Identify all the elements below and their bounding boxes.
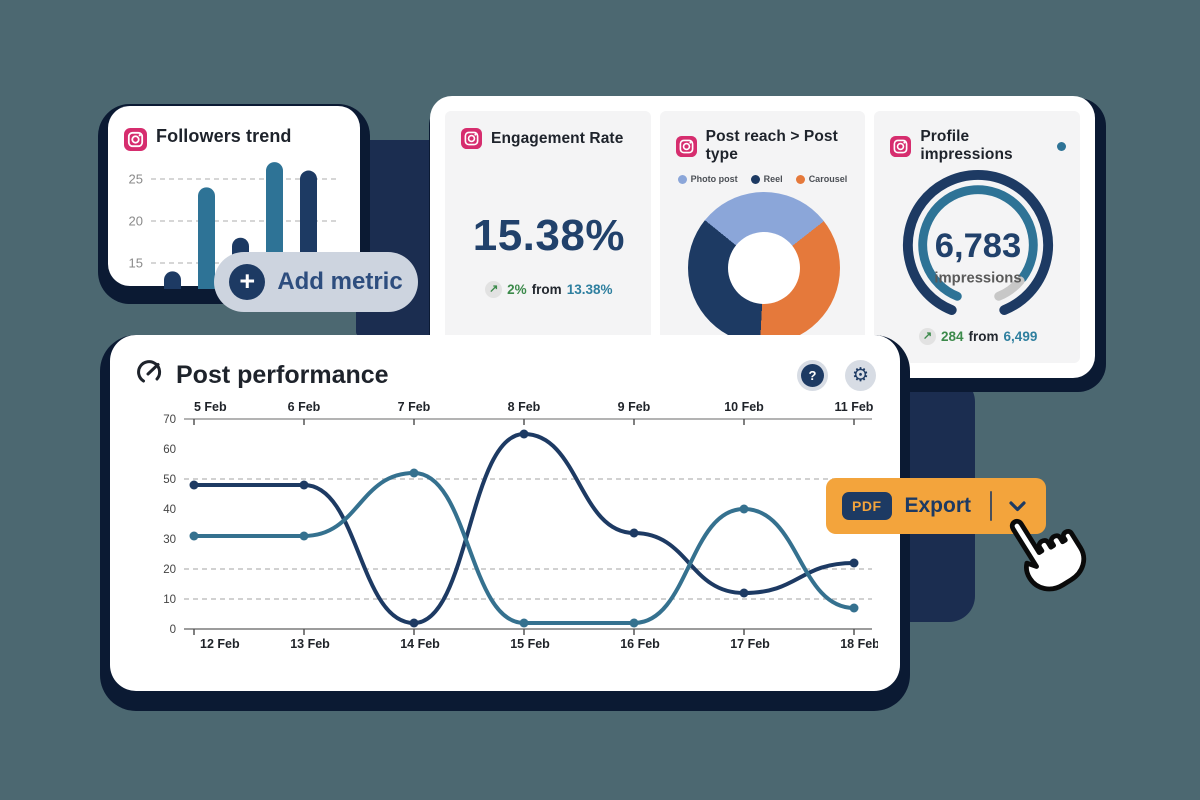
svg-text:30: 30 (163, 534, 176, 546)
teal-legend-dot (1057, 141, 1067, 151)
trend-up-icon: ↗ (485, 281, 503, 298)
plus-icon: + (229, 264, 266, 300)
svg-text:50: 50 (163, 474, 176, 486)
donut-hole (727, 232, 800, 304)
instagram-icon (124, 122, 147, 151)
svg-text:8 Feb: 8 Feb (508, 400, 541, 414)
metrics-panel: Engagement Rate 15.38% ↗ 2% from 13.38% … (430, 96, 1095, 378)
followers-trend-title: Followers trend (156, 126, 292, 146)
reel-legend-label: Reel (763, 174, 783, 184)
svg-text:7 Feb: 7 Feb (398, 400, 431, 414)
svg-text:5 Feb: 5 Feb (194, 400, 227, 414)
impressions-delta: 284 (941, 329, 964, 344)
photo-post-legend-dot (677, 174, 687, 184)
carousel-legend-dot (795, 174, 805, 184)
svg-text:70: 70 (163, 414, 176, 426)
svg-text:60: 60 (163, 444, 176, 456)
svg-text:6 Feb: 6 Feb (288, 400, 321, 414)
export-button[interactable]: PDF Export (826, 478, 1046, 534)
svg-text:13 Feb: 13 Feb (290, 637, 330, 651)
divider (990, 491, 992, 521)
svg-text:15 Feb: 15 Feb (510, 637, 550, 651)
impressions-gauge-chart: 6,783 impressions (903, 169, 1054, 315)
post-reach-card: Post reach > Post type Photo post Reel C… (659, 111, 866, 363)
add-metric-label: Add metric (277, 268, 403, 295)
add-metric-button[interactable]: + Add metric (214, 252, 418, 312)
svg-text:14 Feb: 14 Feb (400, 637, 440, 651)
svg-text:6,783: 6,783 (935, 227, 1021, 265)
post-performance-card: Post performance ? ⚙ 5 Feb 6 Feb 7 Feb 8 Fe… (110, 335, 900, 691)
svg-text:20: 20 (163, 564, 176, 576)
profile-impressions-title: Profile impressions (920, 128, 1013, 163)
svg-text:17 Feb: 17 Feb (730, 637, 770, 651)
engagement-rate-title: Engagement Rate (491, 129, 624, 147)
pdf-badge: PDF (842, 492, 892, 520)
reel-legend-dot (750, 174, 760, 184)
from-label: from (968, 329, 999, 344)
gear-icon: ⚙ (851, 363, 870, 386)
engagement-previous: 13.38% (566, 282, 613, 297)
trend-up-icon: ↗ (919, 328, 937, 345)
svg-text:15: 15 (129, 256, 143, 271)
svg-text:11 Feb: 11 Feb (835, 400, 874, 414)
chevron-down-icon[interactable] (1005, 499, 1030, 514)
svg-text:0: 0 (170, 624, 176, 636)
speedometer-icon (136, 359, 163, 391)
svg-text:impressions: impressions (935, 271, 1022, 287)
profile-impressions-card: Profile impressions 6,783 impressions ↗ 2… (874, 111, 1081, 363)
photo-post-legend-label: Photo post (690, 174, 738, 184)
carousel-legend-label: Carousel (808, 174, 848, 184)
svg-text:40: 40 (163, 504, 176, 516)
from-label: from (531, 282, 562, 297)
settings-button[interactable]: ⚙ (845, 359, 876, 391)
help-icon: ? (801, 363, 824, 387)
help-button[interactable]: ? (797, 359, 828, 391)
svg-text:25: 25 (129, 172, 143, 187)
post-type-donut-chart (687, 192, 840, 344)
export-label: Export (904, 494, 972, 517)
svg-text:20: 20 (129, 214, 143, 229)
post-performance-title: Post performance (176, 360, 389, 389)
instagram-icon (675, 135, 697, 157)
svg-text:12 Feb: 12 Feb (200, 637, 240, 651)
impressions-previous: 6,499 (1003, 329, 1038, 344)
donut-legend: Photo post Reel Carousel (677, 174, 852, 184)
svg-text:16 Feb: 16 Feb (620, 637, 660, 651)
engagement-rate-value: 15.38% (472, 211, 625, 260)
post-reach-title: Post reach > Post type (705, 128, 838, 163)
engagement-delta: 2% (507, 282, 527, 297)
instagram-icon (890, 135, 912, 157)
svg-text:10 Feb: 10 Feb (724, 400, 764, 414)
post-performance-line-chart: 5 Feb 6 Feb 7 Feb 8 Feb 9 Feb 10 Feb 11 Feb 12 … (163, 400, 880, 651)
svg-text:18 Feb: 18 Feb (840, 637, 878, 651)
svg-text:9 Feb: 9 Feb (618, 400, 651, 414)
svg-text:10: 10 (163, 594, 176, 606)
engagement-rate-card: Engagement Rate 15.38% ↗ 2% from 13.38% (445, 111, 651, 363)
instagram-icon (461, 128, 482, 149)
